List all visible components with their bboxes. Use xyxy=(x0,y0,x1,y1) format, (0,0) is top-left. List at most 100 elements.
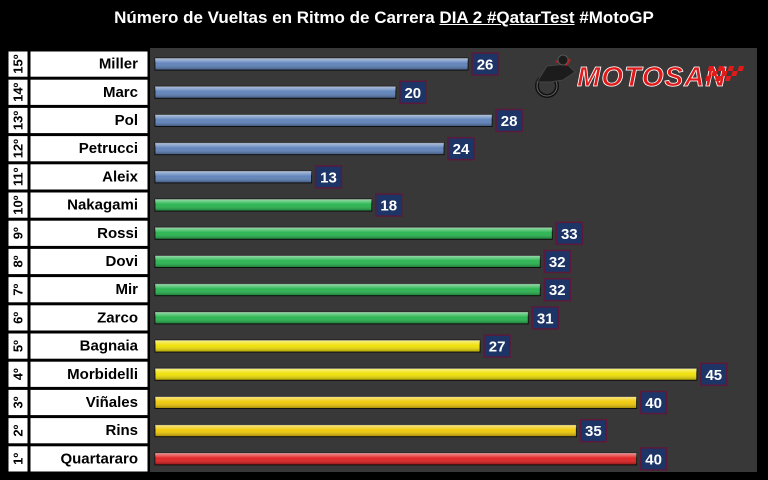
value-label: 40 xyxy=(645,395,662,412)
rider-name: Quartararo xyxy=(60,450,138,467)
value-label-box xyxy=(471,52,499,76)
value-label-box xyxy=(495,108,523,133)
value-label: 32 xyxy=(549,282,566,299)
motosan-logo: MOTOSAN xyxy=(535,54,744,98)
value-label: 32 xyxy=(549,254,566,271)
position-label: 11º xyxy=(11,167,26,186)
rider-cell xyxy=(29,191,149,219)
position-label: 8º xyxy=(11,255,26,267)
value-label: 26 xyxy=(477,57,494,74)
value-label: 13 xyxy=(320,169,337,186)
rider-name: Marc xyxy=(103,84,138,101)
position-cell xyxy=(7,191,29,219)
position-label: 14º xyxy=(11,82,26,101)
value-label: 33 xyxy=(561,226,578,243)
rider-cell xyxy=(29,445,149,473)
position-cell xyxy=(7,332,29,360)
position-cell xyxy=(7,360,29,388)
value-label-box xyxy=(399,80,427,105)
value-label-box xyxy=(483,334,511,358)
bar-gloss xyxy=(155,311,529,324)
rider-cell xyxy=(29,360,149,388)
position-label: 1º xyxy=(11,453,26,465)
value-label: 18 xyxy=(380,198,397,215)
rider-cell xyxy=(29,276,149,304)
checkered-flag-icon xyxy=(704,66,744,81)
position-label: 10º xyxy=(11,195,26,214)
value-label: 35 xyxy=(585,423,602,440)
rider-name: Mir xyxy=(116,281,139,298)
rider-name: Miller xyxy=(99,56,138,73)
value-label-box xyxy=(639,447,668,471)
position-label: 2º xyxy=(11,424,26,436)
rider-cell xyxy=(29,247,149,276)
value-label-box xyxy=(314,165,343,189)
position-cell xyxy=(7,417,29,445)
value-label-box xyxy=(543,249,572,274)
bar-gloss xyxy=(155,86,396,99)
chart-title-suffix: #MotoGP xyxy=(579,8,654,27)
rider-name: Rossi xyxy=(97,225,138,242)
position-cell xyxy=(7,219,29,247)
position-cell xyxy=(7,276,29,304)
value-label-box xyxy=(531,306,559,330)
bar-gloss xyxy=(155,142,444,155)
rider-name: Petrucci xyxy=(79,140,138,157)
value-label: 28 xyxy=(501,113,518,130)
rider-name: Pol xyxy=(115,112,138,129)
position-cell xyxy=(7,163,29,191)
position-cell xyxy=(7,50,29,78)
chart-title-highlight: DIA 2 #QatarTest xyxy=(439,8,575,27)
position-label: 9º xyxy=(11,227,26,239)
value-label: 31 xyxy=(537,310,554,327)
rider-cell xyxy=(29,388,149,417)
bar-gloss xyxy=(155,114,493,127)
rider-name: Zarco xyxy=(97,309,138,326)
motorcycle-rider-icon xyxy=(535,54,576,98)
value-label-box xyxy=(579,418,608,443)
rider-cell xyxy=(29,219,149,247)
position-label: 5º xyxy=(11,340,26,352)
bar-gloss xyxy=(155,340,481,353)
position-cell xyxy=(7,445,29,473)
position-cell xyxy=(7,247,29,276)
rider-name: Aleix xyxy=(102,168,139,185)
position-cell xyxy=(7,135,29,163)
rider-name: Bagnaia xyxy=(80,338,139,355)
position-label: 7º xyxy=(11,283,26,295)
rider-cell xyxy=(29,78,149,106)
value-label: 40 xyxy=(645,451,662,468)
bar-gloss xyxy=(155,58,469,71)
bar-gloss xyxy=(155,199,372,212)
value-label: 45 xyxy=(705,367,722,384)
value-label-box xyxy=(555,221,584,246)
chart-title-prefix: Número de Vueltas en Ritmo de Carrera xyxy=(114,8,435,27)
bar-gloss xyxy=(155,227,553,240)
bar-gloss xyxy=(155,170,312,183)
bar-gloss xyxy=(155,396,637,409)
bar-gloss xyxy=(155,283,541,296)
value-label-box xyxy=(700,362,728,387)
position-cell xyxy=(7,388,29,417)
position-cell xyxy=(7,106,29,135)
position-label: 3º xyxy=(11,396,26,408)
value-label: 27 xyxy=(489,339,506,356)
rider-name: Nakagami xyxy=(67,197,138,214)
value-label-box xyxy=(639,390,668,415)
value-label-box xyxy=(543,277,572,302)
value-label-box xyxy=(447,136,475,161)
position-label: 13º xyxy=(11,111,26,130)
value-label: 20 xyxy=(404,85,421,102)
rider-name: Rins xyxy=(105,422,138,439)
rider-cell xyxy=(29,106,149,135)
rider-cell xyxy=(29,332,149,360)
rider-cell xyxy=(29,163,149,191)
rider-cell xyxy=(29,304,149,332)
position-label: 4º xyxy=(11,368,26,380)
position-label: 12º xyxy=(11,139,26,158)
rider-name: Dovi xyxy=(105,253,138,270)
rider-name: Morbidelli xyxy=(67,366,138,383)
logo-text: MOTOSAN xyxy=(577,61,727,92)
value-label: 24 xyxy=(453,141,470,158)
